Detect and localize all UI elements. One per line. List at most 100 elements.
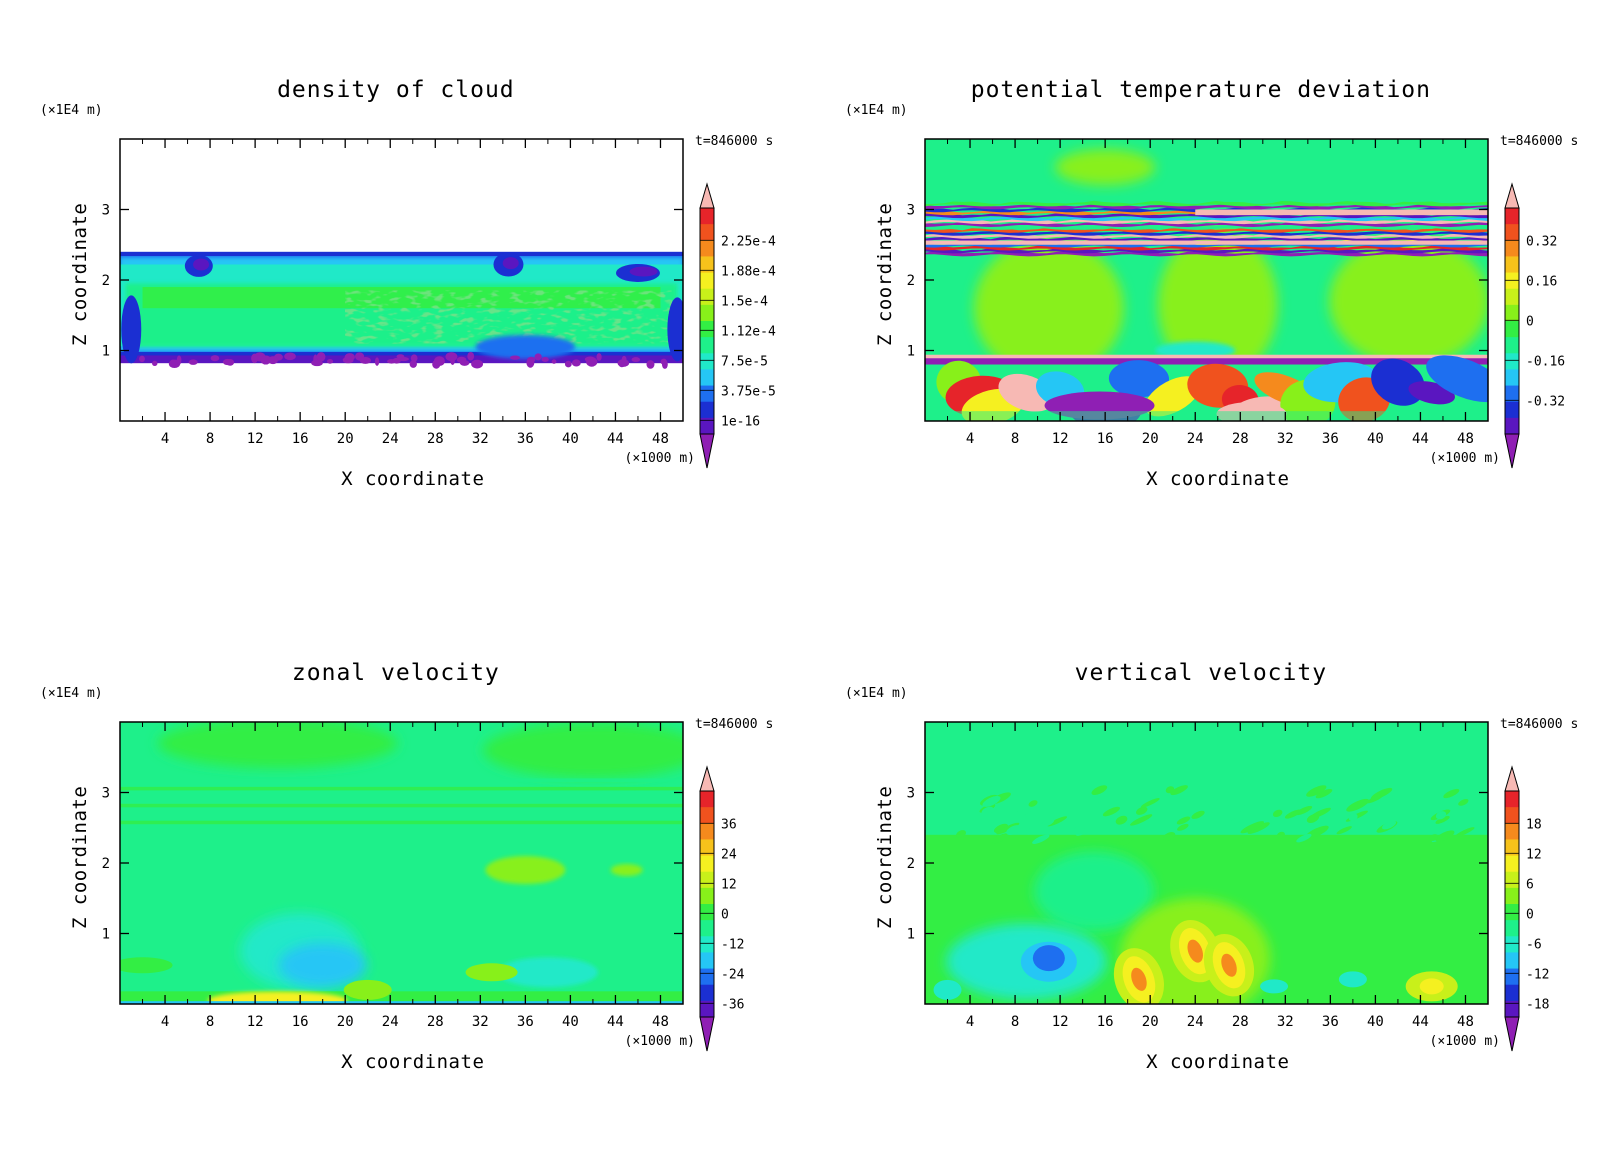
colorbar-label: 0 (1526, 907, 1534, 922)
inversion-band (925, 356, 1488, 365)
contour-blob (1176, 816, 1191, 825)
contour-blob (1130, 814, 1153, 826)
colorbar-label: -6 (1526, 937, 1542, 952)
time-label: t=846000 s (695, 717, 773, 732)
contour-blob (551, 359, 557, 364)
y-tick-label: 3 (102, 786, 110, 802)
x-tick-label: 8 (1011, 1014, 1019, 1030)
contour-blob (1119, 838, 1133, 846)
colorbar: 18 12 6 0 -6 -12 -18 (1504, 765, 1549, 1052)
contour-blob (1102, 806, 1120, 817)
colorbar-swatch (700, 353, 714, 370)
contour-blob (1306, 814, 1320, 824)
contour-blob (344, 353, 355, 361)
y-axis-label: Z coordinate (69, 786, 91, 929)
contour-blob (1240, 821, 1265, 834)
contour-blob (1221, 953, 1237, 977)
time-label: t=846000 s (1500, 717, 1578, 732)
field-plot (120, 722, 683, 1004)
contour-blob (1131, 967, 1147, 991)
contour-blob (1006, 825, 1021, 835)
x-unit-label: (×1000 m) (1430, 451, 1500, 466)
colorbar-arrow-top (699, 765, 715, 792)
contour-blob (1455, 827, 1475, 837)
contour-blob (251, 353, 259, 364)
contour-blob (374, 357, 380, 366)
contour-blob (1091, 785, 1108, 795)
positive-region (485, 856, 566, 885)
x-axis-label: X coordinate (1146, 1051, 1289, 1073)
colorbar-swatch (700, 337, 714, 354)
contour-blob (1338, 971, 1367, 988)
contour-blob (1140, 798, 1160, 808)
contour-band (120, 778, 683, 782)
x-tick-label: 4 (161, 1014, 169, 1030)
contour-blob (502, 257, 519, 270)
colorbar-swatch (1505, 968, 1519, 986)
contour-band (120, 795, 683, 799)
x-tick-label: 44 (1412, 431, 1429, 447)
chart-title: vertical velocity (1075, 660, 1327, 686)
contour-blob (1315, 788, 1333, 799)
contour-band (925, 411, 1488, 421)
colorbar-swatch (1505, 839, 1519, 857)
field-plot (120, 139, 683, 421)
colorbar-label: 1.5e-4 (721, 294, 768, 309)
contour-blob (343, 979, 392, 1000)
contour-blob (1075, 827, 1092, 836)
contour-blob (617, 359, 630, 367)
contour-blob (284, 352, 296, 361)
contour-blob (1458, 799, 1469, 806)
contour-blob (326, 359, 334, 364)
colorbar-swatch (1505, 385, 1519, 403)
x-tick-label: 48 (652, 431, 669, 447)
x-tick-label: 36 (1322, 431, 1339, 447)
y-axis-label: Z coordinate (874, 203, 896, 346)
colorbar-swatch (700, 304, 714, 322)
colorbar-swatch (1505, 369, 1519, 387)
contour-band (345, 290, 672, 344)
colorbar-swatch (1505, 208, 1519, 225)
x-tick-label: 24 (1187, 1014, 1204, 1030)
colorbar-label: 1.88e-4 (721, 264, 776, 279)
contour-blob (465, 963, 518, 982)
contour-blob (629, 266, 658, 277)
contour-blob (1435, 830, 1455, 842)
x-tick-label: 20 (1142, 431, 1159, 447)
y-tick-label: 2 (102, 856, 110, 872)
colorbar-swatch (1505, 272, 1519, 290)
contour-blob (509, 355, 521, 360)
contour-blob (1435, 815, 1450, 824)
x-tick-label: 36 (1322, 1014, 1339, 1030)
contour-blob (1354, 785, 1378, 799)
contour-blob (139, 355, 145, 363)
colorbar-label: -12 (721, 937, 744, 952)
y-unit-label: (×1E4 m) (40, 686, 103, 701)
contour-blob (313, 358, 319, 366)
x-tick-label: 40 (562, 431, 579, 447)
contour-blob (392, 357, 401, 364)
positive-surface (207, 991, 348, 1004)
colorbar-swatch (1505, 240, 1519, 257)
contour-blob (1336, 826, 1352, 835)
colorbar-label: 1e-16 (721, 414, 760, 429)
contour-blob (1106, 791, 1130, 803)
colorbar-arrow-top (699, 182, 715, 209)
contour-blob (1370, 787, 1393, 800)
x-axis-label: X coordinate (1146, 468, 1289, 490)
contour-blob (188, 359, 198, 365)
colorbar-swatch (1505, 321, 1519, 338)
contour-blob (541, 356, 549, 363)
contour-blob (1028, 800, 1038, 807)
contour-blob (1464, 805, 1474, 814)
colorbar: 2.25e-4 1.88e-4 1.5e-4 1.12e-4 7.5e-5 3.75e-5… (699, 182, 776, 469)
x-tick-label: 48 (1457, 431, 1474, 447)
contour-band (925, 221, 1488, 227)
contour-blob (176, 355, 182, 365)
colorbar-swatch (700, 984, 714, 1002)
contour-blob (1170, 785, 1188, 796)
colorbar: 36 24 12 0 -12 -24 -36 (699, 765, 745, 1052)
